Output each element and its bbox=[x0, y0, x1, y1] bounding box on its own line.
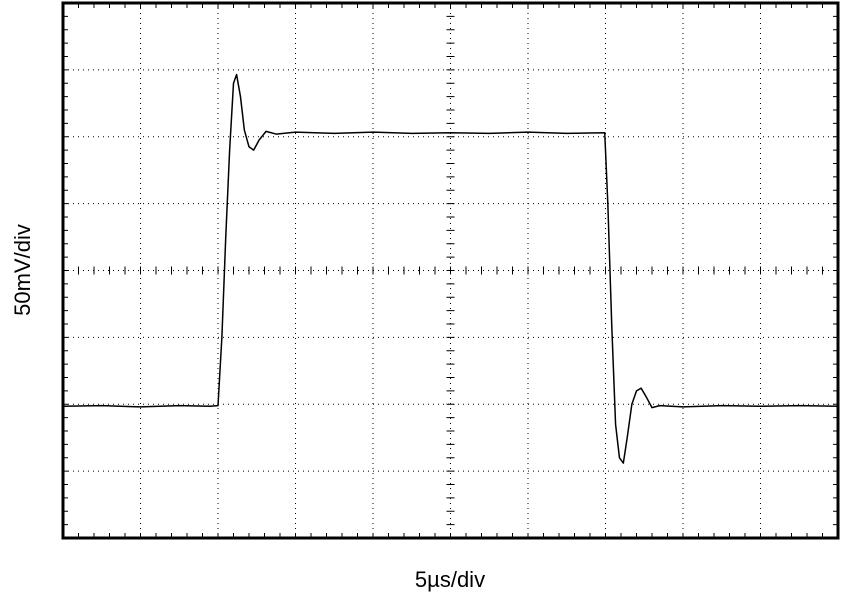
signal-trace bbox=[62, 73, 839, 464]
x-axis-label: 5µs/div bbox=[415, 567, 485, 592]
y-axis-label: 50mV/div bbox=[10, 224, 35, 316]
plot-frame bbox=[61, 1, 840, 540]
